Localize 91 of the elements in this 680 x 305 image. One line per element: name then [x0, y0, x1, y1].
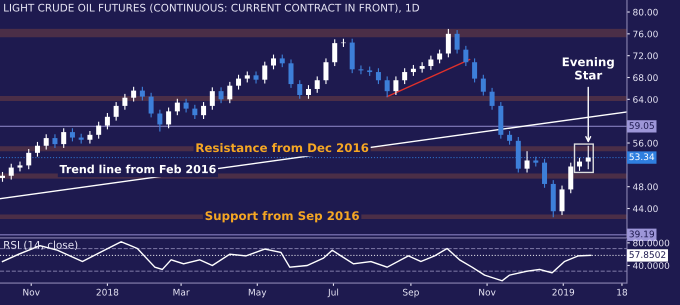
candlestick — [140, 86, 145, 101]
candlestick — [568, 162, 574, 194]
y-tick-label: 68.00 — [633, 74, 658, 82]
candlestick — [0, 171, 5, 182]
chart-title: LIGHT CRUDE OIL FUTURES (CONTINUOUS: CURRENT CONTRACT IN FRONT), 1D — [4, 4, 420, 13]
ref-line-label: 53.34 — [630, 153, 654, 160]
candlestick — [332, 38, 338, 67]
x-tick-label: Mar — [173, 288, 190, 296]
candlestick — [34, 141, 40, 158]
y-tick-label: 80.0000 — [633, 240, 670, 246]
candlestick — [367, 66, 372, 76]
candlestick — [297, 80, 302, 100]
candlestick — [524, 150, 530, 174]
candlestick — [542, 158, 548, 188]
x-tick-label: Sep — [402, 288, 419, 298]
chart-title: RSI (14, close) — [4, 240, 78, 250]
candlestick — [218, 86, 224, 104]
candlestick — [437, 49, 442, 64]
y-tick-label: 48.00 — [632, 183, 658, 190]
band-label: Resistance from Dec 2016 — [196, 143, 368, 152]
y-tick-label: 44.00 — [632, 205, 658, 212]
candlestick — [393, 76, 398, 96]
annotation: Evening Star — [562, 57, 614, 80]
x-tick-label: Jul — [328, 288, 338, 298]
x-tick-label: 2019 — [552, 288, 574, 296]
candlestick — [201, 102, 206, 120]
x-tick-label: 2018 — [96, 288, 118, 296]
candlestick — [402, 68, 408, 85]
x-tick-label: Nov — [23, 288, 40, 296]
candlestick — [288, 58, 294, 88]
y-tick-label: 64.00 — [633, 96, 658, 103]
ref-line-label: 39.19 — [630, 230, 654, 238]
candlestick — [314, 76, 320, 94]
x-tick-label: Nov — [479, 288, 496, 296]
candlestick — [428, 55, 434, 70]
candlestick — [533, 156, 538, 168]
candlestick — [8, 163, 14, 180]
candlestick — [114, 102, 119, 122]
candlestick — [254, 70, 259, 84]
y-tick-label: 72.00 — [633, 52, 658, 60]
series-label: Trend line from Feb 2016 — [60, 164, 216, 174]
candlestick — [446, 28, 451, 58]
candlestick — [148, 92, 154, 118]
y-tick-label: 76.00 — [633, 30, 658, 38]
ref-line-label: 57.8502 — [630, 251, 666, 258]
x-tick-label: May — [248, 288, 266, 298]
candlestick — [184, 98, 189, 113]
candlestick — [262, 61, 268, 84]
candlestick — [560, 185, 565, 216]
candlestick — [104, 112, 110, 130]
candlestick — [87, 130, 92, 144]
candlestick — [236, 74, 242, 90]
candlestick — [244, 70, 250, 83]
candlestick — [210, 86, 215, 110]
candlestick — [61, 128, 66, 148]
candlestick — [166, 106, 172, 129]
y-tick-label: 40.0000 — [632, 262, 670, 270]
ref-line-label: 59.05 — [630, 122, 654, 129]
candlestick — [52, 134, 58, 148]
candlestick — [96, 121, 102, 140]
candlestick — [157, 109, 162, 132]
candlestick — [26, 148, 32, 170]
candlestick — [323, 58, 328, 85]
candlestick — [586, 145, 591, 170]
candlestick — [227, 81, 232, 104]
candlestick — [306, 84, 311, 100]
candlestick — [174, 98, 180, 116]
candlestick — [507, 130, 512, 146]
candlestick — [17, 161, 22, 172]
candlestick — [44, 134, 49, 150]
candlestick — [463, 45, 468, 67]
x-tick-label: 18 — [617, 288, 628, 296]
candlestick — [271, 54, 276, 70]
candlestick — [192, 104, 198, 120]
candlestick — [70, 128, 75, 142]
candlestick — [384, 76, 390, 98]
candlestick — [472, 58, 478, 83]
candlestick — [280, 54, 285, 68]
candlestick — [78, 133, 84, 144]
band-label: Support from Sep 2016 — [206, 210, 359, 222]
candlestick — [577, 157, 582, 172]
candlestick — [410, 64, 416, 76]
y-tick-label: 56.00 — [633, 140, 658, 147]
candlestick — [420, 62, 425, 74]
candlestick — [122, 93, 128, 110]
candlestick — [480, 74, 486, 96]
candlestick — [490, 87, 495, 110]
y-tick-label: 80.00 — [633, 8, 658, 16]
candlestick — [131, 86, 136, 102]
candlestick — [376, 68, 381, 85]
candlestick — [454, 29, 460, 54]
